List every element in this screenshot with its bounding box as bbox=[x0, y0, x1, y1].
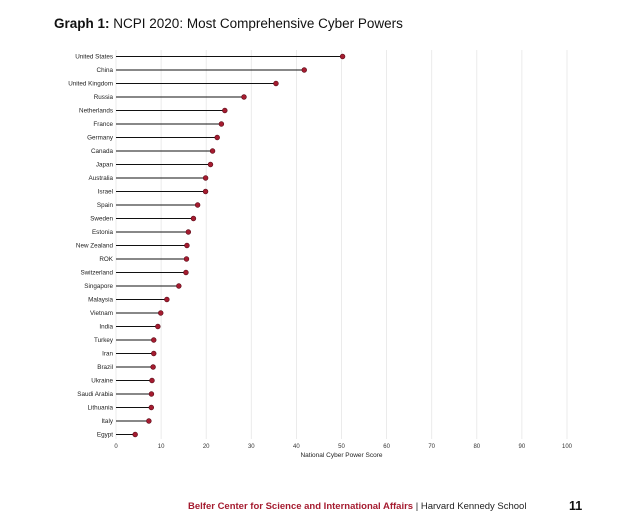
data-point bbox=[273, 80, 279, 87]
data-point bbox=[209, 148, 216, 154]
data-point bbox=[151, 337, 157, 343]
chart-title-text: NCPI 2020: Most Comprehensive Cyber Powe… bbox=[113, 16, 403, 31]
category-label: Egypt bbox=[97, 432, 113, 439]
category-label: Ukraine bbox=[91, 378, 113, 385]
data-point bbox=[164, 296, 170, 303]
category-label: Turkey bbox=[94, 337, 114, 344]
x-tick-label: 0 bbox=[114, 444, 118, 450]
category-label: Malaysia bbox=[88, 297, 113, 304]
data-point bbox=[146, 418, 152, 424]
footer: Belfer Center for Science and Internatio… bbox=[188, 501, 526, 512]
category-label: Australia bbox=[89, 175, 114, 182]
data-point bbox=[148, 404, 155, 411]
x-tick-label: 50 bbox=[338, 444, 345, 450]
data-point bbox=[222, 107, 228, 114]
x-tick-label: 20 bbox=[203, 444, 210, 450]
x-tick-label: 30 bbox=[248, 444, 255, 450]
x-tick-label: 80 bbox=[473, 444, 480, 450]
x-tick-label: 70 bbox=[428, 444, 435, 450]
x-tick-label: 100 bbox=[562, 444, 573, 450]
category-label: France bbox=[93, 121, 113, 128]
page-number: 11 bbox=[569, 499, 583, 513]
data-point bbox=[155, 323, 161, 330]
category-label: Israel bbox=[98, 189, 113, 196]
data-point bbox=[241, 94, 247, 100]
x-axis-label: National Cyber Power Score bbox=[300, 452, 382, 459]
data-point bbox=[183, 256, 190, 262]
category-label: Estonia bbox=[92, 229, 114, 236]
category-label: Iran bbox=[102, 351, 113, 358]
category-label: Singapore bbox=[84, 283, 113, 290]
category-label: ROK bbox=[99, 256, 113, 263]
data-point bbox=[148, 391, 155, 397]
x-tick-label: 40 bbox=[293, 444, 300, 450]
chart-title-prefix: Graph 1: bbox=[54, 16, 110, 31]
data-point bbox=[194, 202, 201, 208]
category-label: Sweden bbox=[90, 216, 113, 223]
category-label: Spain bbox=[97, 202, 114, 209]
data-point bbox=[339, 53, 346, 60]
data-point bbox=[132, 431, 138, 438]
data-point bbox=[207, 161, 214, 168]
data-point bbox=[176, 283, 182, 289]
footer-organization: Belfer Center for Science and Internatio… bbox=[188, 501, 414, 512]
data-point bbox=[202, 188, 209, 195]
category-label: Russia bbox=[94, 94, 114, 101]
data-point bbox=[214, 134, 220, 141]
category-label: United Kingdom bbox=[68, 81, 113, 88]
footer-school: Harvard Kennedy School bbox=[420, 501, 527, 512]
chart-title: Graph 1: NCPI 2020: Most Comprehensive C… bbox=[54, 16, 403, 31]
category-label: Vietnam bbox=[90, 310, 113, 317]
category-label: Lithuania bbox=[87, 405, 113, 412]
category-label: India bbox=[99, 324, 113, 331]
category-label: Japan bbox=[96, 162, 114, 169]
x-tick-label: 90 bbox=[519, 444, 526, 450]
category-label: Saudi Arabia bbox=[77, 391, 113, 398]
data-point bbox=[218, 121, 225, 127]
category-label: Netherlands bbox=[79, 108, 113, 115]
data-point bbox=[150, 364, 156, 370]
data-point bbox=[190, 215, 197, 222]
category-label: Germany bbox=[87, 135, 114, 142]
data-point bbox=[158, 310, 164, 316]
x-tick-label: 60 bbox=[383, 444, 390, 450]
category-label: Canada bbox=[91, 148, 114, 155]
data-point bbox=[149, 377, 155, 384]
footer-separator: | bbox=[413, 501, 421, 512]
category-label: China bbox=[97, 67, 114, 74]
data-point bbox=[151, 350, 157, 357]
category-label: Switzerland bbox=[80, 270, 113, 277]
data-point bbox=[185, 229, 192, 235]
category-label: New Zealand bbox=[76, 243, 114, 250]
data-point bbox=[184, 242, 190, 249]
data-point bbox=[301, 67, 307, 73]
data-point bbox=[202, 175, 209, 181]
category-label: Italy bbox=[101, 418, 113, 425]
category-label: Brazil bbox=[97, 364, 113, 371]
category-label: United States bbox=[75, 54, 113, 61]
x-tick-label: 10 bbox=[158, 444, 165, 450]
data-point bbox=[183, 269, 189, 276]
